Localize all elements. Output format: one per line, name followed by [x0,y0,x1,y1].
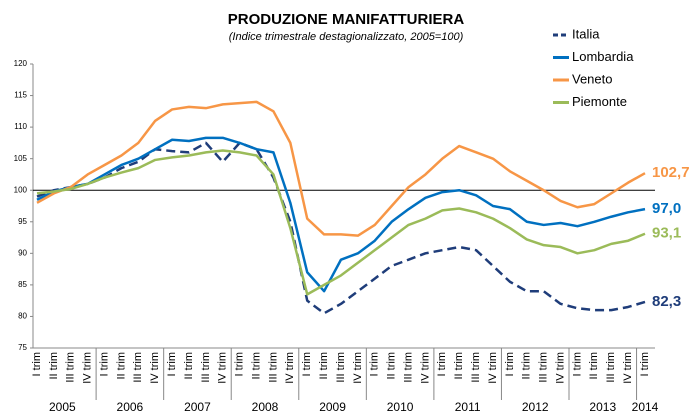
x-tick-label: IV trim [284,352,296,384]
x-tick-label: II trim [48,352,60,380]
x-tick-label: I trim [98,352,110,376]
x-tick-label: I trim [504,352,516,376]
y-tick-label: 110 [14,122,27,131]
y-tick-label: 85 [18,280,27,289]
x-tick-label: I trim [31,352,43,376]
y-tick-label: 105 [14,154,28,163]
value-label: 97,0 [652,200,681,217]
y-tick-label: 115 [14,91,27,100]
x-tick-label: I trim [166,352,178,376]
chart-title: PRODUZIONE MANIFATTURIERA [228,11,465,28]
y-tick-label: 100 [14,185,28,194]
y-tick-label: 80 [18,312,27,321]
x-tick-label: II trim [386,352,398,380]
x-tick-label: III trim [538,352,550,383]
legend-label: Italia [572,26,600,41]
x-tick-label: IV trim [352,352,364,384]
legend-label: Piemonte [572,94,627,109]
year-label: 2009 [319,400,346,414]
legend-label: Lombardia [572,49,634,64]
legend-label: Veneto [572,71,613,86]
x-tick-label: III trim [65,352,77,383]
x-tick-label: III trim [470,352,482,383]
x-tick-label: IV trim [82,352,94,384]
x-tick-label: I trim [571,352,583,376]
x-tick-label: IV trim [217,352,229,384]
x-tick-label: IV trim [554,352,566,384]
value-label: 93,1 [652,225,681,242]
year-label: 2010 [387,400,414,414]
y-tick-label: 95 [18,217,27,226]
x-tick-label: IV trim [149,352,161,384]
year-label: 2013 [589,400,616,414]
x-tick-label: I trim [369,352,381,376]
x-tick-label: III trim [402,352,414,383]
x-tick-label: I trim [639,352,651,376]
year-label: 2012 [522,400,549,414]
x-tick-label: II trim [521,352,533,380]
value-label: 102,7 [652,164,690,181]
year-label: 2006 [117,400,144,414]
x-tick-label: III trim [132,352,144,383]
x-tick-label: II trim [115,352,127,380]
x-tick-label: II trim [453,352,465,380]
y-tick-label: 90 [18,248,27,257]
x-tick-label: III trim [200,352,212,383]
series-line [36,100,646,237]
x-tick-label: II trim [318,352,330,380]
x-tick-label: II trim [183,352,195,380]
chart-subtitle: (Indice trimestrale destagionalizzato, 2… [229,31,464,43]
y-tick-label: 75 [18,343,27,352]
x-tick-label: III trim [605,352,617,383]
x-tick-label: IV trim [487,352,499,384]
x-tick-label: I trim [301,352,313,376]
x-tick-label: I trim [234,352,246,376]
x-tick-label: I trim [436,352,448,376]
x-tick-label: II trim [588,352,600,380]
x-tick-label: III trim [335,352,347,383]
series-line [36,141,646,315]
y-tick-label: 120 [14,59,28,68]
series-line [36,136,646,293]
series-line [36,149,646,296]
year-label: 2014 [632,400,659,414]
year-label: 2011 [455,400,481,414]
x-tick-label: III trim [267,352,279,383]
value-label: 82,3 [652,293,681,310]
year-label: 2007 [184,400,211,414]
year-label: 2005 [49,400,76,414]
year-label: 2008 [252,400,279,414]
x-tick-label: IV trim [419,352,431,384]
x-tick-label: II trim [250,352,262,380]
x-tick-label: IV trim [622,352,634,384]
